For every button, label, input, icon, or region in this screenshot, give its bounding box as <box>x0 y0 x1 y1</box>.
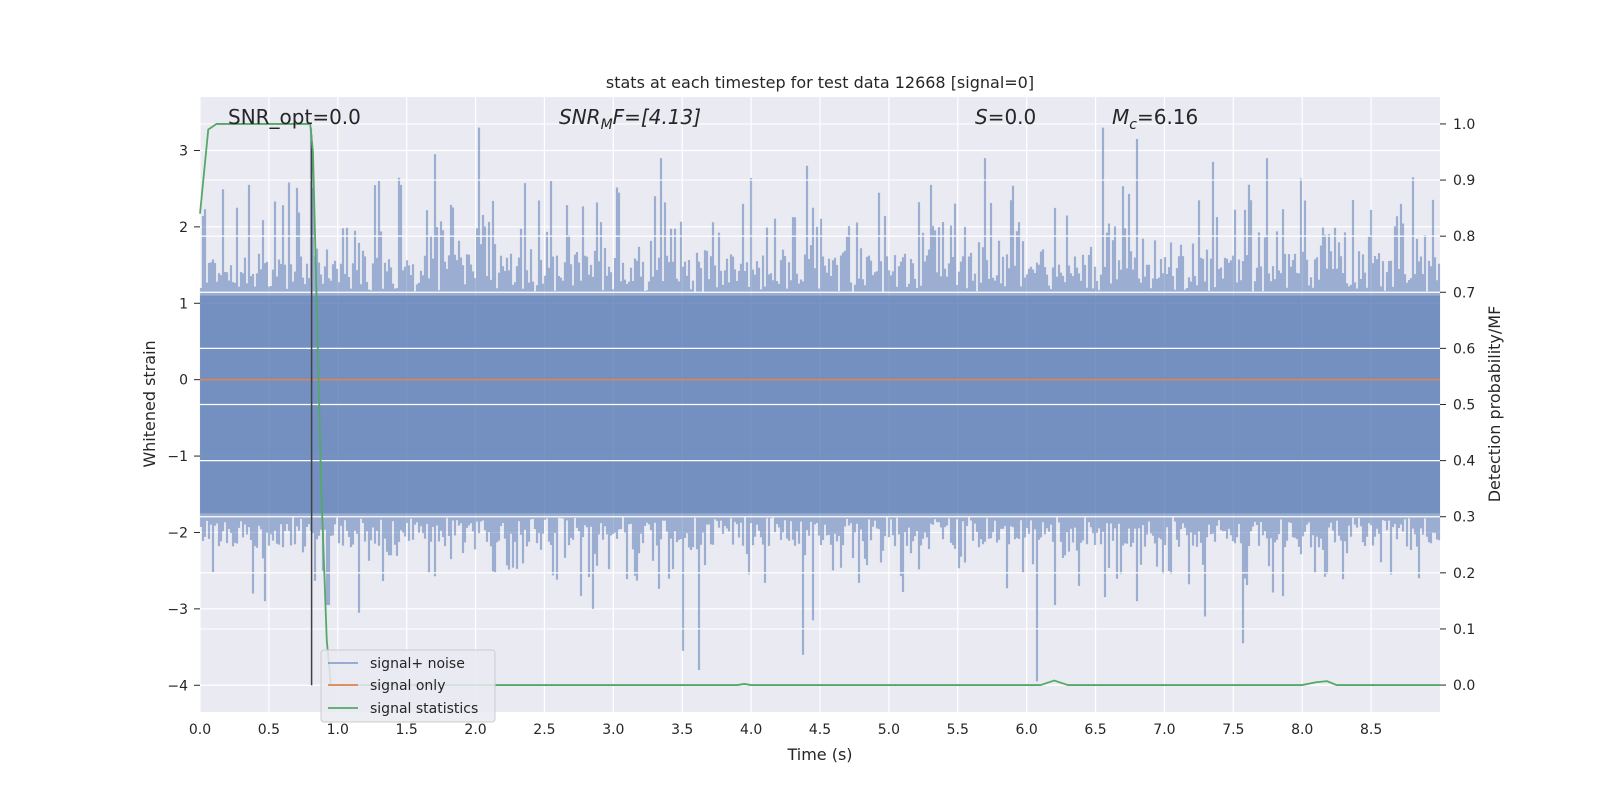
y-tick-label-right: 0.0 <box>1453 678 1475 694</box>
ticks: 0.0 0.5 1.0 1.5 2.0 2.5 3.0 3.5 4.0 4.5 5.0 5.5 6.0 6… <box>167 117 1475 738</box>
x-tick-label: 5.0 <box>878 722 900 738</box>
annotation-snr-opt: SNR_opt=0.0 <box>228 105 361 129</box>
y-tick-label-right: 0.9 <box>1453 173 1475 189</box>
y-tick-label-left: 3 <box>179 143 188 159</box>
x-tick-label: 4.5 <box>809 722 831 738</box>
x-tick-label: 1.5 <box>396 722 418 738</box>
x-tick-label: 8.5 <box>1360 722 1382 738</box>
y-tick-label-right: 0.7 <box>1453 285 1475 301</box>
legend-label-signal-noise: signal+ noise <box>370 656 465 672</box>
legend-box <box>320 649 496 723</box>
y-tick-label-right: 0.3 <box>1453 510 1475 526</box>
x-tick-label: 6.0 <box>1016 722 1038 738</box>
y-tick-label-right: 0.5 <box>1453 398 1475 414</box>
annotation-mc: Mc=6.16 <box>1112 105 1198 133</box>
y-tick-label-right: 0.1 <box>1453 622 1475 638</box>
y-tick-label-right: 1.0 <box>1453 117 1475 133</box>
x-tick-label: 5.5 <box>947 722 969 738</box>
x-tick-label: 3.0 <box>602 722 624 738</box>
line-series <box>199 123 1440 686</box>
x-tick-label: 0.5 <box>258 722 280 738</box>
annotation-s: S=0.0 <box>975 105 1036 129</box>
x-tick-label: 0.0 <box>189 722 211 738</box>
y-axis-label-right: Detection probability/MF <box>1485 306 1504 503</box>
signal-noise-series <box>199 123 1441 686</box>
y-tick-label-right: 0.2 <box>1453 566 1475 582</box>
y-tick-label-right: 0.4 <box>1453 454 1475 470</box>
x-tick-label: 7.5 <box>1222 722 1244 738</box>
y-tick-label-left: −2 <box>167 525 188 541</box>
y-tick-label-left: 0 <box>179 373 188 389</box>
x-tick-label: 2.5 <box>533 722 555 738</box>
legend-label-signal-only: signal only <box>370 678 445 694</box>
y-tick-label-left: 1 <box>179 296 188 312</box>
x-tick-label: 4.0 <box>740 722 762 738</box>
y-axis-label-left: Whitened strain <box>140 340 159 467</box>
legend-label-signal-statistics: signal statistics <box>370 701 478 717</box>
x-tick-label: 7.0 <box>1153 722 1175 738</box>
y-tick-label-left: 2 <box>179 220 188 236</box>
y-tick-label-right: 0.8 <box>1453 229 1475 245</box>
x-axis-label: Time (s) <box>786 745 852 764</box>
y-tick-label-left: −4 <box>167 678 188 694</box>
x-tick-label: 6.5 <box>1084 722 1106 738</box>
legend: signal+ noise signal only signal statist… <box>320 649 496 723</box>
x-tick-label: 8.0 <box>1291 722 1313 738</box>
y-tick-label-left: −1 <box>167 449 188 465</box>
x-tick-label: 2.0 <box>464 722 486 738</box>
y-tick-label-right: 0.6 <box>1453 341 1475 357</box>
x-tick-label: 3.5 <box>671 722 693 738</box>
annotation-snr-mf: SNRMF=[4.13] <box>559 105 701 133</box>
signal-statistics-line <box>199 123 1440 686</box>
y-tick-label-left: −3 <box>167 602 188 618</box>
x-tick-label: 1.0 <box>327 722 349 738</box>
chart-title: stats at each timestep for test data 126… <box>606 73 1034 92</box>
